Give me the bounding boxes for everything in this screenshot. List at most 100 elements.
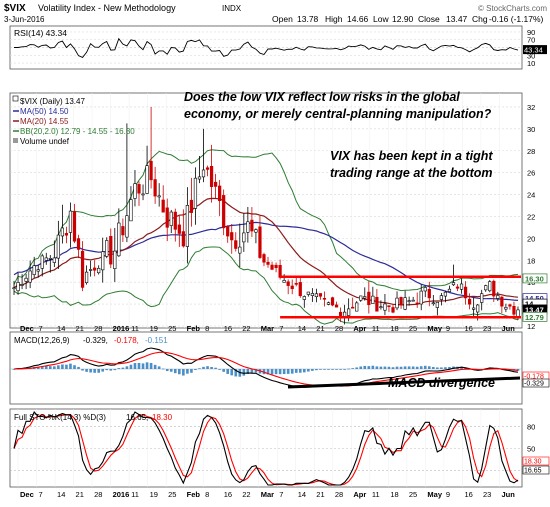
legend-bb: BB(20,2.0) 12.79 - 14.55 - 16.30 xyxy=(20,127,135,136)
candle-body xyxy=(367,291,371,306)
macd-histogram-bar xyxy=(210,366,213,369)
candle-body xyxy=(508,304,512,307)
price-ytick-26: 26 xyxy=(527,169,535,178)
macd-histogram-bar xyxy=(105,369,109,371)
candle-body xyxy=(298,282,302,297)
macd-value-3: -0.151 xyxy=(145,336,168,345)
candle-body xyxy=(137,184,141,194)
candle-body xyxy=(89,269,93,271)
macd-histogram-bar xyxy=(399,366,403,369)
legend-vix: $VIX (Daily) 13.47 xyxy=(20,97,85,106)
candle-body xyxy=(484,285,488,291)
macd-histogram-bar xyxy=(73,365,76,369)
candle-body xyxy=(222,195,226,229)
candle-body xyxy=(64,233,69,236)
macd-histogram-bar xyxy=(423,365,427,369)
macd-histogram-bar xyxy=(298,369,302,373)
sto-badge-1: 16.65 xyxy=(524,468,542,475)
candle-body xyxy=(153,179,157,197)
macd-histogram-bar xyxy=(202,366,205,369)
candle-body xyxy=(387,305,391,307)
xlabel-price-2: 14 xyxy=(57,324,65,333)
xlabel-price-8: 25 xyxy=(168,324,176,333)
xlabel-price-4: 28 xyxy=(94,324,102,333)
macd-histogram-bar xyxy=(367,366,371,369)
candle-body xyxy=(512,305,516,315)
candle-body xyxy=(193,177,198,209)
macd-histogram-bar xyxy=(81,369,84,371)
macd-histogram-bar xyxy=(165,369,169,372)
candle-body xyxy=(467,298,472,305)
candle-body xyxy=(463,286,468,299)
candle-body xyxy=(28,270,32,283)
legend-swatch-vix xyxy=(12,95,19,102)
annotation-question-line2: economy, or merely central-planning mani… xyxy=(184,107,492,121)
xlabel-sto-26: Jun xyxy=(501,490,515,499)
candle-body xyxy=(314,293,319,298)
candle-body xyxy=(197,176,202,180)
candle-body xyxy=(472,307,476,310)
candle-body xyxy=(347,308,351,316)
macd-histogram-bar xyxy=(173,369,177,374)
candle-body xyxy=(338,311,343,316)
price-badge-2: 14 xyxy=(525,300,534,309)
price-badge-1: 14.50 xyxy=(525,294,544,303)
candle-body xyxy=(52,257,56,263)
candle-body xyxy=(133,183,137,199)
macd-histogram-bar xyxy=(109,369,113,371)
xlabel-price-9: Feb xyxy=(187,324,201,333)
xlabel-price-21: 25 xyxy=(409,324,417,333)
header-low: 12.90 xyxy=(392,14,414,24)
xlabel-price-11: 16 xyxy=(224,324,232,333)
xlabel-price-24: 16 xyxy=(464,324,472,333)
annotation-range-line1: VIX has been kept in a tight xyxy=(330,149,493,163)
candle-body xyxy=(97,268,101,274)
macd-histogram-bar xyxy=(97,369,100,373)
ma20-line xyxy=(13,197,519,306)
macd-histogram-bar xyxy=(214,367,217,369)
xlabel-sto-16: 21 xyxy=(316,490,324,499)
macd-histogram-bar xyxy=(246,369,250,375)
candle-body xyxy=(157,195,161,198)
macd-badge-box-1 xyxy=(522,378,550,388)
candle-body xyxy=(282,280,286,283)
xlabel-sto-14: 7 xyxy=(279,490,283,499)
macd-histogram-bar xyxy=(254,369,258,373)
candle-body xyxy=(326,302,331,305)
candle-body xyxy=(455,286,460,289)
candle-body xyxy=(411,299,415,302)
candle-body xyxy=(209,165,214,187)
macd-histogram-bar xyxy=(40,366,44,369)
candle-body xyxy=(12,287,16,290)
candle-body xyxy=(129,199,133,222)
candle-body xyxy=(161,199,165,213)
candle-body xyxy=(431,302,435,305)
macd-histogram-bar xyxy=(137,362,141,369)
xlabel-price-15: 14 xyxy=(298,324,306,333)
price-ytick-30: 30 xyxy=(527,125,535,134)
candle-body xyxy=(16,282,20,292)
candle-body xyxy=(447,288,452,292)
price-legend: $VIX (Daily) 13.47 MA(50) 14.50 MA(20) 1… xyxy=(12,95,135,146)
macd-histogram-bar xyxy=(343,369,346,370)
candle-body xyxy=(68,210,73,233)
candle-body xyxy=(230,232,234,241)
price-ytick-20: 20 xyxy=(527,234,535,243)
macd-histogram-bar xyxy=(89,369,92,373)
xlabel-sto-0: Dec xyxy=(20,490,34,499)
sto-badge-box-0 xyxy=(522,456,550,466)
macd-histogram-bar xyxy=(323,369,326,370)
candle-body xyxy=(496,295,500,299)
candle-body xyxy=(20,284,24,286)
macd-line xyxy=(13,347,519,388)
candle-body xyxy=(76,238,81,250)
macd-histogram-bar xyxy=(129,364,133,369)
rsi-label: RSI(14) 43.34 xyxy=(14,28,67,38)
legend-ma20: MA(20) 14.55 xyxy=(20,117,69,126)
xlabel-sto-12: 22 xyxy=(242,490,250,499)
macd-histogram-bar xyxy=(347,368,350,370)
xlabel-price-18: Apr xyxy=(353,324,366,333)
candle-body xyxy=(258,226,262,258)
